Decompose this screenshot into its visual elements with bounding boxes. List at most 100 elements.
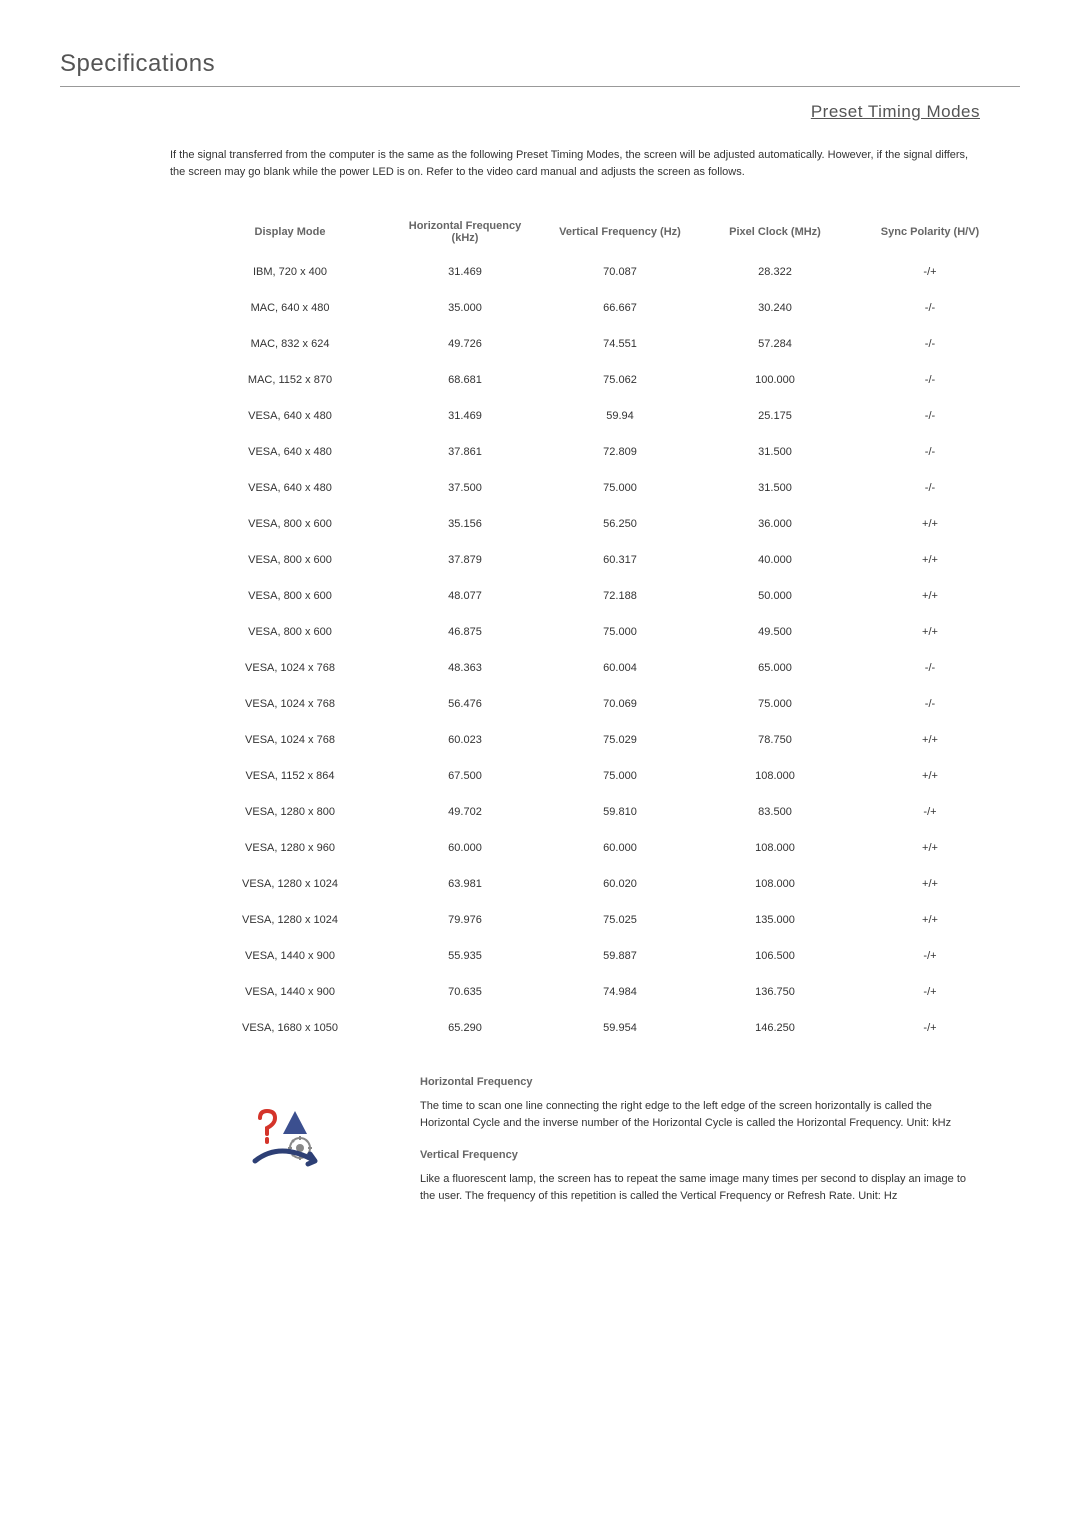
table-cell: 72.188 — [540, 578, 700, 614]
table-cell: VESA, 800 x 600 — [190, 578, 390, 614]
table-cell: 56.250 — [540, 506, 700, 542]
table-row: VESA, 640 x 48037.50075.00031.500-/- — [190, 470, 1010, 506]
table-cell: IBM, 720 x 400 — [190, 254, 390, 290]
table-cell: 46.875 — [390, 614, 540, 650]
table-row: VESA, 1280 x 102479.97675.025135.000+/+ — [190, 902, 1010, 938]
table-cell: 63.981 — [390, 866, 540, 902]
table-row: VESA, 1024 x 76856.47670.06975.000-/- — [190, 686, 1010, 722]
table-row: MAC, 640 x 48035.00066.66730.240-/- — [190, 290, 1010, 326]
table-cell: 59.887 — [540, 938, 700, 974]
col-pixel-clock: Pixel Clock (MHz) — [700, 210, 850, 254]
table-cell: +/+ — [850, 866, 1010, 902]
table-cell: VESA, 1024 x 768 — [190, 650, 390, 686]
table-cell: 65.000 — [700, 650, 850, 686]
table-cell: -/- — [850, 326, 1010, 362]
table-row: VESA, 800 x 60037.87960.31740.000+/+ — [190, 542, 1010, 578]
table-cell: MAC, 640 x 480 — [190, 290, 390, 326]
table-cell: 31.500 — [700, 434, 850, 470]
definitions-section: Horizontal Frequency The time to scan on… — [170, 1076, 970, 1222]
table-row: VESA, 640 x 48037.86172.80931.500-/- — [190, 434, 1010, 470]
col-horizontal-freq: Horizontal Frequency (kHz) — [390, 210, 540, 254]
table-header-row: Display Mode Horizontal Frequency (kHz) … — [190, 210, 1010, 254]
table-row: IBM, 720 x 40031.46970.08728.322-/+ — [190, 254, 1010, 290]
intro-paragraph: If the signal transferred from the compu… — [170, 147, 970, 180]
table-cell: 55.935 — [390, 938, 540, 974]
definitions-icon-container — [170, 1076, 410, 1222]
col-display-mode: Display Mode — [190, 210, 390, 254]
table-row: VESA, 1024 x 76848.36360.00465.000-/- — [190, 650, 1010, 686]
table-cell: VESA, 640 x 480 — [190, 434, 390, 470]
table-cell: 75.062 — [540, 362, 700, 398]
table-cell: 31.500 — [700, 470, 850, 506]
table-cell: 72.809 — [540, 434, 700, 470]
table-cell: 75.000 — [700, 686, 850, 722]
table-cell: -/+ — [850, 254, 1010, 290]
table-cell: 78.750 — [700, 722, 850, 758]
table-cell: 36.000 — [700, 506, 850, 542]
table-cell: +/+ — [850, 614, 1010, 650]
table-cell: -/- — [850, 398, 1010, 434]
table-row: VESA, 1280 x 102463.98160.020108.000+/+ — [190, 866, 1010, 902]
table-cell: 60.317 — [540, 542, 700, 578]
table-cell: VESA, 1152 x 864 — [190, 758, 390, 794]
table-cell: 57.284 — [700, 326, 850, 362]
table-cell: VESA, 1280 x 1024 — [190, 902, 390, 938]
table-cell: 49.726 — [390, 326, 540, 362]
table-cell: 74.551 — [540, 326, 700, 362]
table-cell: 56.476 — [390, 686, 540, 722]
info-icon — [245, 1106, 335, 1186]
table-cell: +/+ — [850, 542, 1010, 578]
table-cell: 108.000 — [700, 866, 850, 902]
table-cell: 48.363 — [390, 650, 540, 686]
table-row: VESA, 1280 x 80049.70259.81083.500-/+ — [190, 794, 1010, 830]
table-cell: 25.175 — [700, 398, 850, 434]
table-cell: 108.000 — [700, 830, 850, 866]
table-cell: +/+ — [850, 722, 1010, 758]
table-cell: 75.029 — [540, 722, 700, 758]
table-cell: 106.500 — [700, 938, 850, 974]
table-cell: 83.500 — [700, 794, 850, 830]
table-cell: -/+ — [850, 794, 1010, 830]
table-cell: -/- — [850, 434, 1010, 470]
table-cell: 60.023 — [390, 722, 540, 758]
table-cell: VESA, 1024 x 768 — [190, 722, 390, 758]
table-cell: +/+ — [850, 578, 1010, 614]
table-cell: 28.322 — [700, 254, 850, 290]
page-subtitle: Preset Timing Modes — [60, 102, 1020, 122]
table-cell: 100.000 — [700, 362, 850, 398]
vertical-freq-text: Like a fluorescent lamp, the screen has … — [420, 1171, 970, 1204]
table-cell: 37.879 — [390, 542, 540, 578]
title-divider — [60, 86, 1020, 87]
table-cell: 40.000 — [700, 542, 850, 578]
table-cell: VESA, 800 x 600 — [190, 542, 390, 578]
table-cell: +/+ — [850, 758, 1010, 794]
col-sync-polarity: Sync Polarity (H/V) — [850, 210, 1010, 254]
table-row: VESA, 1152 x 86467.50075.000108.000+/+ — [190, 758, 1010, 794]
table-cell: 59.810 — [540, 794, 700, 830]
table-cell: 108.000 — [700, 758, 850, 794]
table-cell: -/- — [850, 290, 1010, 326]
table-cell: +/+ — [850, 902, 1010, 938]
table-body: IBM, 720 x 40031.46970.08728.322-/+MAC, … — [190, 254, 1010, 1046]
table-cell: 70.087 — [540, 254, 700, 290]
table-cell: 135.000 — [700, 902, 850, 938]
table-cell: 49.500 — [700, 614, 850, 650]
table-cell: 35.000 — [390, 290, 540, 326]
table-cell: -/- — [850, 362, 1010, 398]
table-cell: 31.469 — [390, 254, 540, 290]
table-cell: MAC, 1152 x 870 — [190, 362, 390, 398]
table-cell: +/+ — [850, 830, 1010, 866]
table-cell: 60.004 — [540, 650, 700, 686]
table-cell: -/- — [850, 686, 1010, 722]
table-row: VESA, 1024 x 76860.02375.02978.750+/+ — [190, 722, 1010, 758]
table-row: MAC, 1152 x 87068.68175.062100.000-/- — [190, 362, 1010, 398]
col-vertical-freq: Vertical Frequency (Hz) — [540, 210, 700, 254]
table-cell: VESA, 800 x 600 — [190, 506, 390, 542]
table-cell: -/+ — [850, 938, 1010, 974]
table-cell: VESA, 1280 x 800 — [190, 794, 390, 830]
timing-modes-table: Display Mode Horizontal Frequency (kHz) … — [190, 210, 1010, 1046]
table-cell: 70.635 — [390, 974, 540, 1010]
table-cell: 59.954 — [540, 1010, 700, 1046]
table-cell: VESA, 640 x 480 — [190, 398, 390, 434]
table-cell: VESA, 1440 x 900 — [190, 974, 390, 1010]
